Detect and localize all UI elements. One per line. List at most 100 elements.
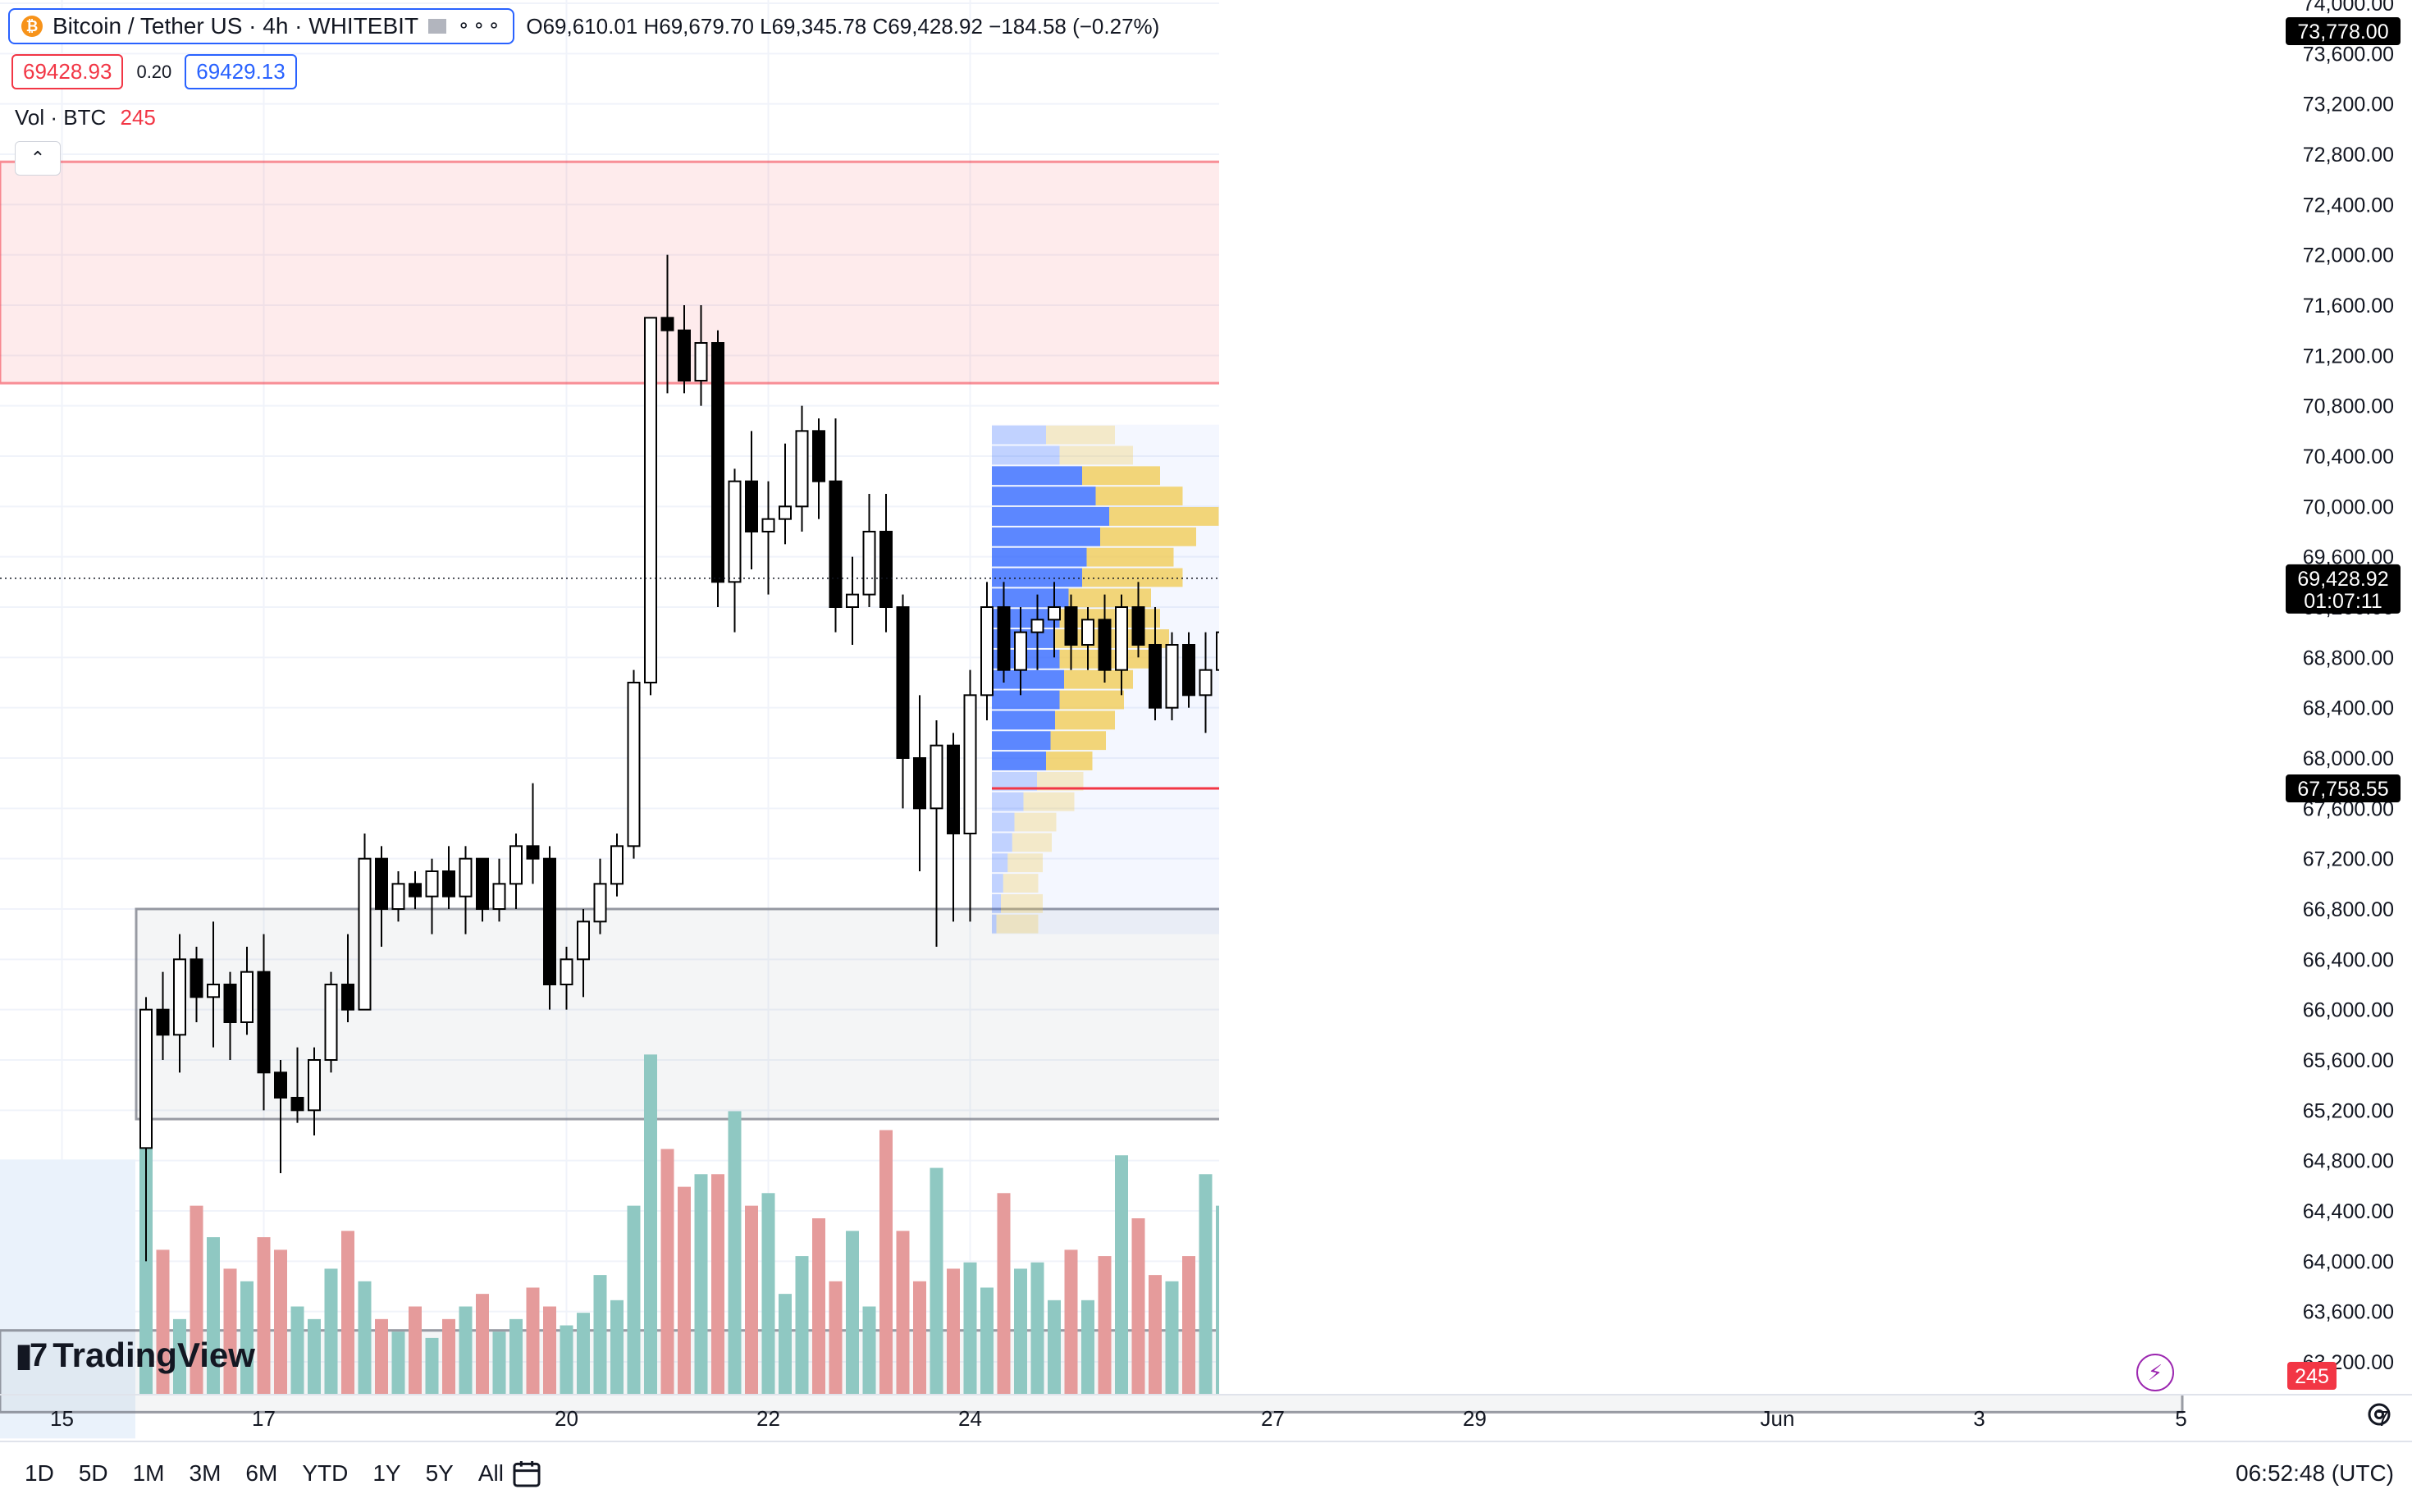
vp-row-down bbox=[1015, 813, 1057, 832]
candle-body bbox=[1133, 607, 1144, 645]
lightning-icon[interactable]: ⚡ bbox=[2136, 1354, 2174, 1391]
volume-bar bbox=[1031, 1263, 1044, 1395]
candle-body bbox=[376, 859, 387, 909]
more-icon[interactable]: ⚬⚬⚬ bbox=[456, 16, 501, 37]
volume-bar bbox=[493, 1332, 506, 1395]
candle-body bbox=[678, 331, 690, 381]
chart-legend: ₿ Bitcoin / Tether US · 4h · WHITEBIT ⚬⚬… bbox=[8, 8, 1159, 44]
volume-bar bbox=[577, 1313, 590, 1395]
settings-gear-icon[interactable] bbox=[2364, 1400, 2394, 1429]
level-67758-text: 67,758.55 bbox=[2297, 778, 2388, 801]
volume-bar bbox=[375, 1319, 388, 1395]
volume-bar bbox=[610, 1300, 624, 1395]
volume-bar bbox=[1132, 1218, 1145, 1395]
price-tick-label: 66,000.00 bbox=[2303, 999, 2394, 1022]
price-tick-label: 64,800.00 bbox=[2303, 1150, 2394, 1173]
vp-row-up bbox=[992, 751, 1046, 770]
volume-bar bbox=[930, 1168, 943, 1395]
vp-row-down bbox=[1064, 670, 1133, 689]
candle-body bbox=[225, 984, 236, 1022]
timeframe-ytd[interactable]: YTD bbox=[302, 1460, 348, 1487]
vp-row-up bbox=[992, 793, 1024, 811]
candle-body bbox=[174, 959, 185, 1035]
timeframe-all[interactable]: All bbox=[478, 1460, 504, 1487]
timeframe-5d[interactable]: 5D bbox=[79, 1460, 108, 1487]
volume-value: 245 bbox=[120, 105, 155, 130]
volume-bar bbox=[913, 1281, 926, 1395]
vp-row-up bbox=[992, 507, 1109, 526]
buy-price-button[interactable]: 69429.13 bbox=[185, 54, 296, 89]
price-chart[interactable]: 74,000.0073,600.0073,200.0072,800.0072,4… bbox=[0, 0, 2412, 1441]
candle-body bbox=[864, 532, 875, 595]
calendar-goto-icon[interactable] bbox=[510, 1457, 543, 1490]
candle-body bbox=[981, 607, 993, 695]
volume-bar bbox=[1182, 1256, 1195, 1395]
vp-row-down bbox=[1060, 446, 1134, 465]
candle-body bbox=[914, 758, 925, 808]
price-tick-label: 67,200.00 bbox=[2303, 848, 2394, 871]
candle-body bbox=[561, 959, 573, 984]
timeframe-1m[interactable]: 1M bbox=[133, 1460, 165, 1487]
candle-body bbox=[779, 506, 791, 518]
volume-bar bbox=[274, 1249, 287, 1395]
timeframe-5y[interactable]: 5Y bbox=[426, 1460, 454, 1487]
vp-row-up bbox=[992, 466, 1082, 485]
candle-body bbox=[191, 959, 203, 997]
candle-body bbox=[1015, 633, 1026, 670]
vp-row-down bbox=[1007, 853, 1043, 872]
vp-row-down bbox=[1001, 894, 1043, 913]
candle-body bbox=[477, 859, 488, 909]
volume-bar bbox=[980, 1287, 994, 1395]
volume-bar bbox=[947, 1268, 960, 1395]
volume-bar bbox=[644, 1054, 657, 1395]
timeframe-1d[interactable]: 1D bbox=[25, 1460, 54, 1487]
volume-bar bbox=[863, 1307, 876, 1396]
time-tick-label: 22 bbox=[756, 1406, 780, 1431]
flag-icon[interactable] bbox=[428, 19, 446, 34]
tradingview-wordmark: TradingView bbox=[53, 1336, 255, 1375]
price-tick-label: 64,400.00 bbox=[2303, 1200, 2394, 1223]
timeframe-6m[interactable]: 6M bbox=[245, 1460, 277, 1487]
candle-body bbox=[797, 431, 808, 506]
candle-body bbox=[931, 746, 943, 809]
vp-row-up bbox=[992, 731, 1051, 750]
time-tick-label: 15 bbox=[50, 1406, 74, 1431]
volume-bar bbox=[695, 1174, 708, 1395]
volume-bar bbox=[476, 1294, 489, 1395]
price-tick-label: 68,400.00 bbox=[2303, 697, 2394, 720]
candle-body bbox=[275, 1072, 286, 1098]
candle-body bbox=[880, 532, 892, 607]
timeframe-1y[interactable]: 1Y bbox=[372, 1460, 400, 1487]
collapse-legend-button[interactable]: ⌃ bbox=[15, 141, 61, 176]
price-tick-label: 70,400.00 bbox=[2303, 445, 2394, 468]
vp-row-up bbox=[992, 426, 1046, 445]
spread-value: 0.20 bbox=[136, 62, 171, 83]
vp-row-down bbox=[1109, 507, 1219, 526]
symbol-selector[interactable]: ₿ Bitcoin / Tether US · 4h · WHITEBIT ⚬⚬… bbox=[8, 8, 514, 44]
candle-body bbox=[578, 921, 589, 959]
candle-body bbox=[460, 859, 472, 897]
volume-bar bbox=[812, 1218, 825, 1395]
candle-body bbox=[729, 482, 741, 582]
time-tick-label: 27 bbox=[1261, 1406, 1285, 1431]
last-price-countdown: 01:07:11 bbox=[2304, 590, 2382, 613]
vp-row-down bbox=[1003, 874, 1039, 893]
timeframe-3m[interactable]: 3M bbox=[190, 1460, 222, 1487]
candle-body bbox=[830, 482, 842, 607]
volume-bar bbox=[879, 1131, 893, 1396]
candle-body bbox=[998, 607, 1010, 670]
vp-row-down bbox=[1087, 548, 1174, 567]
tradingview-mark-icon: ▮7 bbox=[15, 1336, 44, 1374]
candle-body bbox=[208, 984, 219, 997]
price-tick-label: 63,600.00 bbox=[2303, 1301, 2394, 1324]
candle-body bbox=[1032, 619, 1044, 632]
candle-body bbox=[746, 482, 757, 532]
utc-clock[interactable]: 06:52:48 (UTC) bbox=[2236, 1460, 2394, 1487]
price-tick-label: 66,800.00 bbox=[2303, 898, 2394, 921]
price-tick-label: 70,800.00 bbox=[2303, 395, 2394, 418]
price-tick-label: 65,600.00 bbox=[2303, 1049, 2394, 1072]
sell-price-button[interactable]: 69428.93 bbox=[11, 54, 123, 89]
vp-row-up bbox=[992, 528, 1100, 546]
vp-row-down bbox=[1046, 751, 1093, 770]
bottom-toolbar: 1D 5D 1M 3M 6M YTD 1Y 5Y All 06:52:48 (UTC) bbox=[0, 1441, 2412, 1512]
